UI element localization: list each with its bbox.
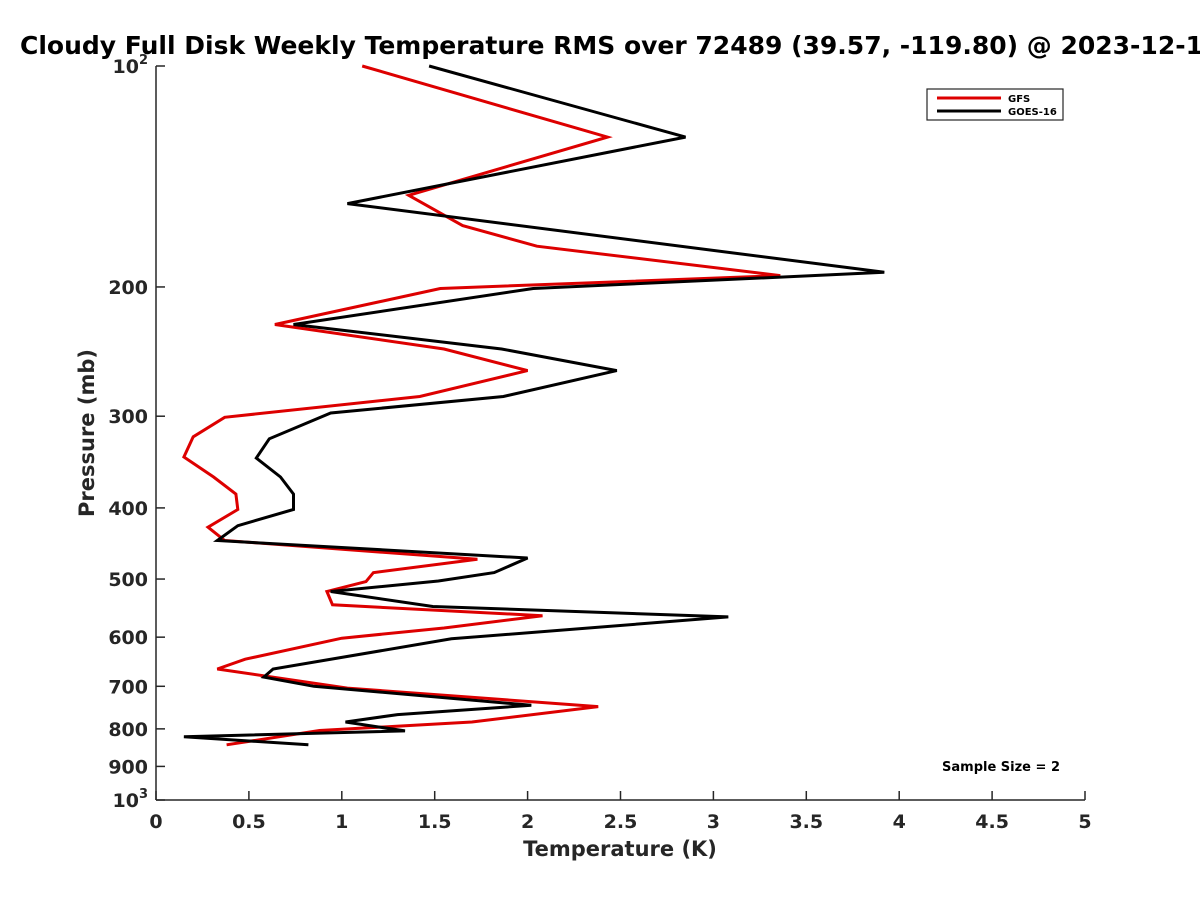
y-tick-label: 102 <box>113 53 149 78</box>
plot-area: 0 0.5 1 1.5 2 2.5 3 3.5 4 4.5 5 102 200 300 400 500 600 7… <box>108 53 1091 833</box>
x-tick-label: 2.5 <box>604 811 638 833</box>
legend-label-gfs: GFS <box>1008 94 1030 105</box>
sample-size-annotation: Sample Size = 2 <box>942 760 1060 775</box>
legend-label-goes-16: GOES-16 <box>1008 107 1057 118</box>
y-tick-label: 300 <box>108 406 148 428</box>
y-tick-label: 103 <box>113 787 149 812</box>
legend: GFS GOES-16 <box>926 88 1064 121</box>
chart-title: Cloudy Full Disk Weekly Temperature RMS … <box>20 31 1200 60</box>
y-tick-label: 800 <box>108 719 148 741</box>
series-line-gfs <box>182 64 781 747</box>
x-tick-label: 4.5 <box>975 811 1009 833</box>
x-tick-label: 4 <box>893 811 906 833</box>
y-tick-label: 200 <box>108 277 148 299</box>
y-tick-label: 600 <box>108 627 148 649</box>
x-tick-label: 2 <box>521 811 534 833</box>
y-axis-label: Pressure (mb) <box>75 349 99 517</box>
x-tick-label: 3.5 <box>789 811 823 833</box>
x-tick-label: 0 <box>149 811 162 833</box>
x-tick-label: 0.5 <box>232 811 266 833</box>
x-tick-label: 5 <box>1078 811 1091 833</box>
y-tick-label: 900 <box>108 756 148 778</box>
x-tick-label: 1 <box>335 811 348 833</box>
y-tick-label: 400 <box>108 498 148 520</box>
y-tick-label: 700 <box>108 676 148 698</box>
series-line-goes-16 <box>183 64 885 747</box>
legend-box <box>926 88 1064 121</box>
x-tick-label: 3 <box>707 811 720 833</box>
y-tick-label: 500 <box>108 569 148 591</box>
x-axis-label: Temperature (K) <box>523 837 717 861</box>
x-tick-label: 1.5 <box>418 811 452 833</box>
